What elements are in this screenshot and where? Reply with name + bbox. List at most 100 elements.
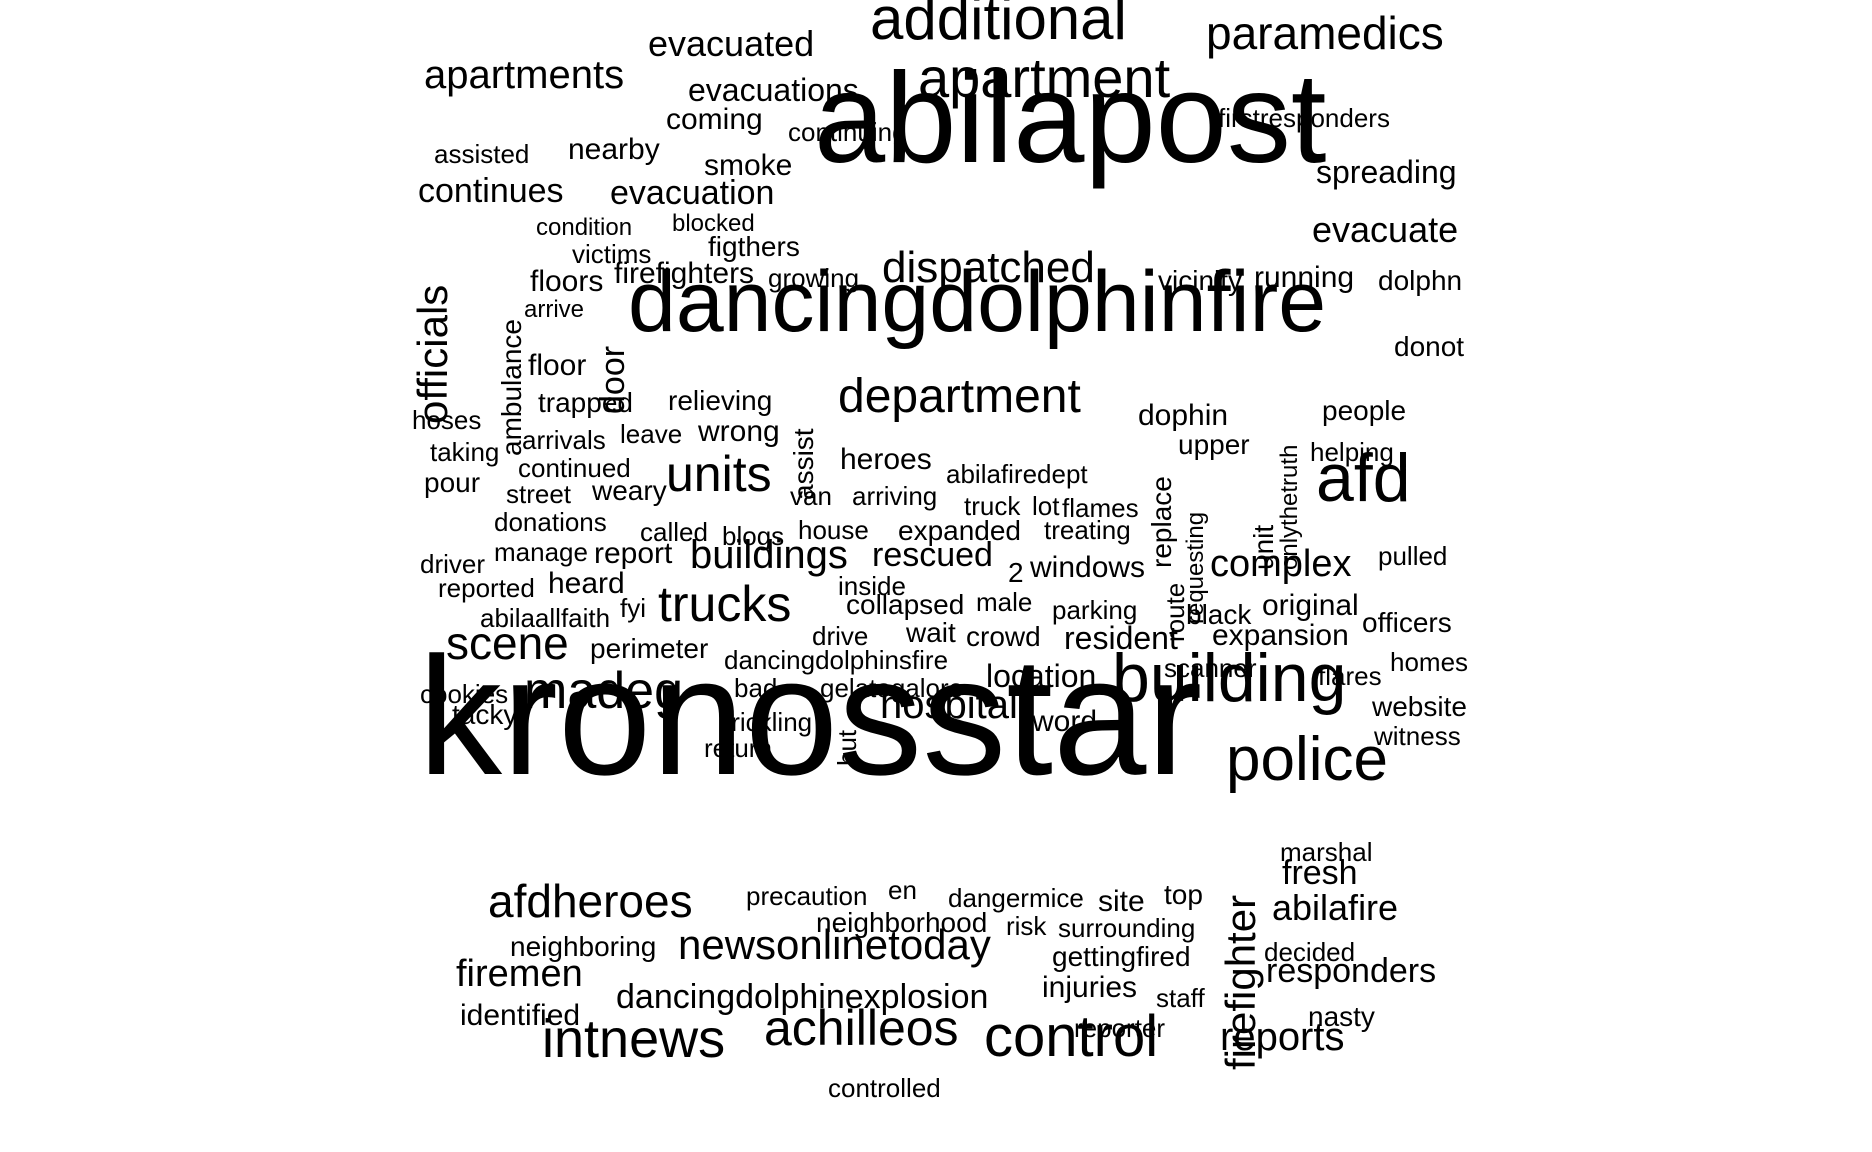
word-heroes: heroes xyxy=(840,443,932,477)
word-smoke: smoke xyxy=(704,149,793,183)
word-truck: truck xyxy=(964,490,1021,521)
word-afd: afd xyxy=(1316,440,1411,517)
word-reporter: reporter xyxy=(1074,1012,1166,1043)
word-vicinity: vicinity xyxy=(1158,265,1243,297)
word-relieving: relieving xyxy=(668,385,773,417)
word-treating: treating xyxy=(1044,514,1131,545)
word-identified: identified xyxy=(460,999,581,1033)
word-perimeter: perimeter xyxy=(590,633,709,665)
word-hospital: hospital xyxy=(880,683,1018,728)
word-windows: windows xyxy=(1030,551,1146,585)
word-abilafiredept: abilafiredept xyxy=(946,458,1088,489)
word-injuries: injuries xyxy=(1042,971,1138,1005)
word-site: site xyxy=(1098,885,1145,919)
word-inside: inside xyxy=(838,570,906,601)
word-units: units xyxy=(666,446,772,502)
word-nearby: nearby xyxy=(568,133,660,167)
word-hut: hut xyxy=(832,729,862,766)
word-abilapost: abilapost xyxy=(814,47,1327,191)
word-officials: officials xyxy=(409,284,456,424)
word-abilafire: abilafire xyxy=(1272,887,1399,929)
word-scene: scene xyxy=(446,617,569,670)
word-buildings: buildings xyxy=(690,533,848,578)
word-floor: floor xyxy=(528,349,587,383)
word-growing: growing xyxy=(768,262,860,293)
word-people: people xyxy=(1322,395,1407,427)
word-rescued: rescued xyxy=(872,536,993,575)
word-upper: upper xyxy=(1178,429,1250,461)
word-driver: driver xyxy=(420,548,486,579)
word-en: en xyxy=(888,874,917,905)
word-evacuate: evacuate xyxy=(1312,209,1459,251)
word-surrounding: surrounding xyxy=(1058,912,1196,943)
word-expansion: expansion xyxy=(1212,619,1349,653)
word-dancingdolphinfire: dancingdolphinfire xyxy=(628,254,1327,351)
word-figthers: figthers xyxy=(708,231,800,263)
word-neighborhood: neighborhood xyxy=(816,907,988,939)
word-parking: parking xyxy=(1052,594,1138,625)
word-gettingfired: gettingfired xyxy=(1052,941,1191,973)
word-report: report xyxy=(594,537,673,571)
word-trucks: trucks xyxy=(658,576,792,632)
word-nasty: nasty xyxy=(1308,1001,1375,1033)
word-website: website xyxy=(1372,691,1467,723)
word-crowd: crowd xyxy=(966,621,1041,653)
word-reported: reported xyxy=(438,572,535,603)
word-cookies: cookies xyxy=(420,678,509,709)
word-house: house xyxy=(798,514,869,545)
word-street: street xyxy=(506,478,572,509)
word-continuing: continuing xyxy=(788,116,907,147)
word-risk: risk xyxy=(1006,910,1047,941)
word-location: location xyxy=(986,657,1097,694)
word-helping: helping xyxy=(1310,436,1394,467)
word-kronosstar: kronosstar xyxy=(418,622,1203,811)
word-black: black xyxy=(1186,599,1252,631)
word-police: police xyxy=(1226,725,1388,795)
word-collapsed: collapsed xyxy=(846,589,965,621)
word-flames: flames xyxy=(1062,492,1139,523)
word-leave: leave xyxy=(620,418,683,449)
word-neighboring: neighboring xyxy=(510,931,657,963)
word-bad: bad xyxy=(734,672,778,703)
word-heard: heard xyxy=(548,567,625,601)
word-dispatched: dispatched xyxy=(882,242,1095,292)
word-original: original xyxy=(1262,589,1359,623)
word-dancingdolphinsfire: dancingdolphinsfire xyxy=(724,644,949,675)
word-dolphn: dolphn xyxy=(1378,265,1463,297)
word-arrivals: arrivals xyxy=(522,424,606,455)
word-word: word xyxy=(1032,705,1098,739)
word-decided: decided xyxy=(1264,936,1356,967)
word-gelatogalore: gelatogalore xyxy=(820,672,964,703)
word-additional: additional xyxy=(870,0,1127,52)
word-abilaallfaith: abilaallfaith xyxy=(480,602,611,633)
word-2: 2 xyxy=(1008,557,1024,589)
word-evacuations: evacuations xyxy=(688,71,859,108)
word-van: van xyxy=(790,480,832,511)
word-apartments: apartments xyxy=(424,53,625,98)
word-trapped: trapped xyxy=(538,387,633,419)
word-condition: condition xyxy=(536,214,633,242)
word-pulled: pulled xyxy=(1378,540,1448,571)
word-blocked: blocked xyxy=(672,210,755,238)
word-fyi: fyi xyxy=(620,592,646,623)
word-wrong: wrong xyxy=(698,415,780,449)
word-wait: wait xyxy=(906,617,956,649)
word-controlled: controlled xyxy=(828,1072,941,1103)
word-witness: witness xyxy=(1374,720,1461,751)
word-flares: flares xyxy=(1318,660,1382,691)
word-continues: continues xyxy=(418,172,564,211)
word-hoses: hoses xyxy=(412,404,482,435)
word-floors: floors xyxy=(530,265,604,299)
word-precaution: precaution xyxy=(746,880,868,911)
word-staff: staff xyxy=(1156,982,1205,1013)
word-arrive: arrive xyxy=(524,296,585,324)
word-spreading: spreading xyxy=(1316,153,1457,190)
word-called: called xyxy=(640,516,708,547)
word-donot: donot xyxy=(1394,331,1465,363)
word-replace: replace xyxy=(1146,476,1177,568)
word-dancingdolphinexplosion: dancingdolphinexplosion xyxy=(616,978,989,1017)
word-assisted: assisted xyxy=(434,138,530,169)
word-reports: reports xyxy=(1220,1015,1345,1060)
word-continued: continued xyxy=(518,452,631,483)
